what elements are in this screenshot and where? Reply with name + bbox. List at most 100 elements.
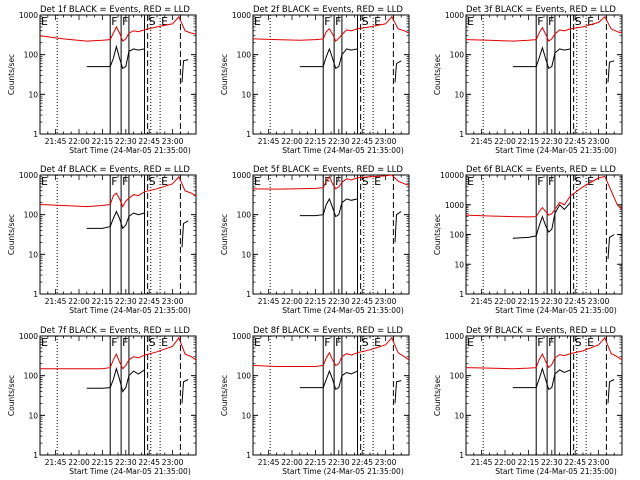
x-tick-label: 23:00 — [162, 137, 184, 146]
x-axis-label: Start Time (24-Mar-05 21:35:00) — [69, 467, 191, 476]
y-axis-label: Counts/sec — [220, 375, 229, 416]
events-series-line — [181, 379, 189, 404]
x-tick-label: 22:45 — [351, 458, 373, 467]
event-marker: S — [575, 175, 582, 188]
lld-series-line — [39, 175, 197, 208]
y-tick-label: 1 — [246, 451, 251, 460]
event-marker: E — [374, 336, 381, 349]
x-tick-label: 23:00 — [588, 458, 610, 467]
event-marker: F — [548, 175, 554, 188]
y-tick-label: 100 — [237, 372, 252, 381]
x-tick-label: 22:30 — [541, 137, 563, 146]
y-tick-label: 100 — [24, 211, 39, 220]
event-marker: F — [122, 336, 128, 349]
events-series-line — [86, 210, 145, 230]
event-marker: E — [587, 15, 594, 28]
x-tick-label: 21:45 — [45, 297, 67, 306]
x-tick-label: 22:00 — [281, 137, 303, 146]
event-marker: E — [467, 15, 474, 28]
lld-series-line — [252, 174, 410, 190]
plot-frame — [252, 174, 410, 295]
y-tick-label: 10 — [454, 90, 464, 99]
plot-frame — [465, 335, 623, 456]
x-tick-label: 22:00 — [68, 137, 90, 146]
lld-series-line — [465, 175, 623, 218]
plot-frame — [39, 174, 197, 295]
x-tick-label: 23:00 — [588, 297, 610, 306]
y-tick-label: 1000 — [19, 171, 38, 180]
x-tick-label: 23:00 — [162, 297, 184, 306]
x-tick-label: 22:00 — [494, 137, 516, 146]
event-marker: F — [548, 15, 554, 28]
y-axis-label: Counts/sec — [7, 54, 16, 95]
x-tick-label: 22:15 — [518, 137, 540, 146]
chart-panel-2: Det 2f BLACK = Events, RED = LLD 1 10 100 10… — [220, 5, 410, 155]
plot-frame — [39, 14, 197, 135]
x-tick-label: 23:00 — [375, 137, 397, 146]
chart-title: Det 3f BLACK = Events, RED = LLD — [466, 5, 616, 15]
events-series-line — [299, 197, 358, 218]
x-tick-label: 22:30 — [115, 458, 137, 467]
event-marker: E — [374, 175, 381, 188]
event-marker: F — [324, 15, 330, 28]
x-tick-label: 22:15 — [92, 137, 114, 146]
chart-title: Det 5f BLACK = Events, RED = LLD — [253, 165, 403, 175]
event-marker: E — [254, 336, 261, 349]
plot-frame — [465, 14, 623, 135]
event-marker: F — [537, 175, 543, 188]
y-axis-label: Counts/sec — [433, 214, 442, 255]
chart-panel-5: Det 5f BLACK = Events, RED = LLD 1 10 100 10… — [220, 165, 410, 315]
x-tick-label: 21:45 — [258, 137, 280, 146]
y-tick-label: 10 — [241, 250, 251, 259]
y-tick-label: 1 — [246, 290, 251, 299]
events-series-line — [607, 60, 615, 83]
event-marker: S — [149, 15, 156, 28]
x-tick-label: 21:45 — [45, 458, 67, 467]
x-tick-label: 21:45 — [258, 458, 280, 467]
chart-panel-9: Det 9f BLACK = Events, RED = LLD 1 10 100 10… — [433, 326, 623, 476]
x-tick-label: 22:30 — [115, 297, 137, 306]
plot-frame — [252, 14, 410, 135]
y-tick-label: 1000 — [445, 332, 464, 341]
event-marker: F — [335, 175, 341, 188]
y-axis-label: Counts/sec — [7, 214, 16, 255]
x-tick-label: 22:30 — [328, 458, 350, 467]
x-axis-label: Start Time (24-Mar-05 21:35:00) — [495, 467, 617, 476]
x-axis-label: Start Time (24-Mar-05 21:35:00) — [69, 306, 191, 315]
event-marker: F — [122, 15, 128, 28]
x-tick-label: 22:45 — [138, 297, 160, 306]
event-marker: E — [161, 336, 168, 349]
chart-title: Det 1f BLACK = Events, RED = LLD — [40, 5, 190, 15]
chart-title: Det 2f BLACK = Events, RED = LLD — [253, 5, 403, 15]
event-marker: S — [362, 175, 369, 188]
x-tick-label: 22:15 — [518, 458, 540, 467]
y-tick-label: 1 — [246, 130, 251, 139]
x-tick-label: 22:15 — [305, 297, 327, 306]
x-tick-label: 22:30 — [541, 458, 563, 467]
event-marker: E — [41, 175, 48, 188]
y-tick-label: 10 — [454, 411, 464, 420]
events-series-line — [607, 379, 615, 404]
event-marker: F — [122, 175, 128, 188]
x-tick-label: 22:00 — [281, 458, 303, 467]
chart-panel-8: Det 8f BLACK = Events, RED = LLD 1 10 100 10… — [220, 326, 410, 476]
event-marker: E — [587, 336, 594, 349]
events-series-line — [512, 366, 571, 391]
x-tick-label: 21:45 — [471, 458, 493, 467]
event-marker: E — [254, 15, 261, 28]
events-series-line — [394, 60, 402, 83]
y-axis-label: Counts/sec — [220, 214, 229, 255]
chart-panel-4: Det 4f BLACK = Events, RED = LLD 1 10 100 10… — [7, 165, 197, 315]
x-tick-label: 22:15 — [305, 137, 327, 146]
chart-title: Det 9f BLACK = Events, RED = LLD — [466, 326, 616, 336]
x-tick-label: 22:30 — [328, 137, 350, 146]
y-tick-label: 100 — [237, 51, 252, 60]
y-tick-label: 1 — [459, 130, 464, 139]
y-axis-label: Counts/sec — [220, 54, 229, 95]
event-marker: E — [41, 336, 48, 349]
x-tick-label: 22:15 — [518, 297, 540, 306]
x-tick-label: 22:00 — [281, 297, 303, 306]
chart-title: Det 4f BLACK = Events, RED = LLD — [40, 165, 190, 175]
plot-frame — [39, 335, 197, 456]
event-marker: E — [467, 336, 474, 349]
